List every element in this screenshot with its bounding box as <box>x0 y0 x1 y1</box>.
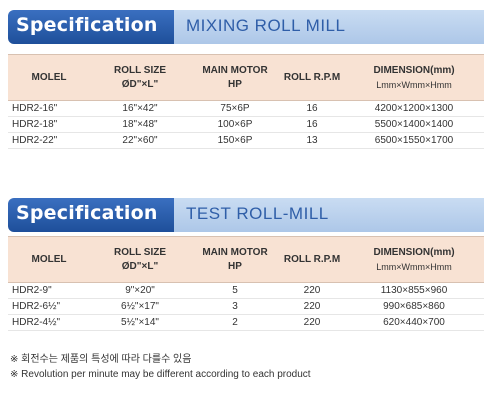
spec-title-box: Specification <box>8 198 174 232</box>
spec-title-box: Specification <box>8 10 174 44</box>
product-title: MIXING ROLL MILL <box>186 16 346 35</box>
table-header: MOLEL ROLL SIZE ØD"×L" MAIN MOTOR HP ROL… <box>8 54 484 101</box>
cell-roll-size: 9"×20" <box>125 285 155 296</box>
col-roll-size: ROLL SIZE ØD"×L" <box>113 246 167 272</box>
section-test-roll-mill: Specification TEST ROLL-MILL MOLEL ROLL … <box>8 198 484 331</box>
cell-model: HDR2-4½" <box>12 317 61 328</box>
cell-roll-size: 5½"×14" <box>121 317 159 328</box>
cell-model: HDR2-22" <box>12 135 58 146</box>
cell-dimension: 990×685×860 <box>383 301 445 312</box>
cell-roll-size: 6½"×17" <box>121 301 159 312</box>
cell-dimension: 1130×855×960 <box>380 285 448 296</box>
cell-rpm: 220 <box>303 317 321 328</box>
col-dimension-label: DIMENSION(mm) <box>373 246 455 258</box>
table-row: HDR2-16" 16"×42" 75×6P 16 4200×1200×1300 <box>8 101 484 117</box>
section-mixing-roll-mill: Specification MIXING ROLL MILL MOLEL ROL… <box>8 10 484 149</box>
cell-model: HDR2-18" <box>12 119 58 130</box>
product-title-box: MIXING ROLL MILL <box>174 10 484 44</box>
cell-rpm: 220 <box>303 301 321 312</box>
col-dimension: DIMENSION(mm) Lmm×Wmm×Hmm <box>344 55 484 100</box>
cell-dimension: 620×440×700 <box>383 317 445 328</box>
cell-motor: 3 <box>232 301 238 312</box>
col-model: MOLEL <box>31 253 67 265</box>
cell-motor: 5 <box>232 285 238 296</box>
product-title-box: TEST ROLL-MILL <box>174 198 484 232</box>
cell-motor: 100×6P <box>217 119 253 130</box>
cell-model: HDR2-16" <box>12 103 58 114</box>
cell-model: HDR2-6½" <box>12 301 61 312</box>
col-model: MOLEL <box>31 71 67 83</box>
cell-dimension: 4200×1200×1300 <box>374 103 454 114</box>
product-title: TEST ROLL-MILL <box>186 204 329 223</box>
cell-motor: 75×6P <box>220 103 250 114</box>
table-row: HDR2-22" 22"×60" 150×6P 13 6500×1550×170… <box>8 133 484 149</box>
cell-rpm: 220 <box>303 285 321 296</box>
table-row: HDR2-18" 18"×48" 100×6P 16 5500×1400×140… <box>8 117 484 133</box>
col-roll-size: ROLL SIZE ØD"×L" <box>113 64 167 90</box>
section-header: Specification TEST ROLL-MILL <box>8 198 484 232</box>
cell-dimension: 5500×1400×1400 <box>374 119 454 130</box>
cell-motor: 150×6P <box>217 135 253 146</box>
col-dimension-label: DIMENSION(mm) <box>373 64 455 76</box>
col-main-motor: MAIN MOTOR HP <box>202 246 268 272</box>
section-header: Specification MIXING ROLL MILL <box>8 10 484 44</box>
cell-dimension: 6500×1550×1700 <box>374 135 454 146</box>
col-dimension: DIMENSION(mm) Lmm×Wmm×Hmm <box>344 237 484 282</box>
table-row: HDR2-4½" 5½"×14" 2 220 620×440×700 <box>8 315 484 331</box>
footnote-english: ※ Revolution per minute may be different… <box>10 369 311 380</box>
col-main-motor: MAIN MOTOR HP <box>202 64 268 90</box>
cell-rpm: 16 <box>306 119 318 130</box>
cell-roll-size: 16"×42" <box>122 103 158 114</box>
col-dimension-sub: Lmm×Wmm×Hmm <box>376 79 452 90</box>
spec-title: Specification <box>16 14 158 36</box>
footnotes: ※ 회전수는 제품의 특성에 따라 다를수 있음 ※ Revolution pe… <box>10 352 311 382</box>
cell-roll-size: 22"×60" <box>122 135 158 146</box>
table-row: HDR2-6½" 6½"×17" 3 220 990×685×860 <box>8 299 484 315</box>
col-dimension-sub: Lmm×Wmm×Hmm <box>376 261 452 272</box>
cell-motor: 2 <box>232 317 238 328</box>
col-roll-rpm: ROLL R.P.M <box>283 253 341 265</box>
col-roll-rpm: ROLL R.P.M <box>283 71 341 83</box>
cell-model: HDR2-9" <box>12 285 52 296</box>
table-row: HDR2-9" 9"×20" 5 220 1130×855×960 <box>8 283 484 299</box>
spec-title: Specification <box>16 202 158 224</box>
cell-rpm: 16 <box>306 103 318 114</box>
table-header: MOLEL ROLL SIZE ØD"×L" MAIN MOTOR HP ROL… <box>8 236 484 283</box>
cell-rpm: 13 <box>306 135 318 146</box>
cell-roll-size: 18"×48" <box>122 119 158 130</box>
footnote-korean: ※ 회전수는 제품의 특성에 따라 다를수 있음 <box>10 354 192 365</box>
